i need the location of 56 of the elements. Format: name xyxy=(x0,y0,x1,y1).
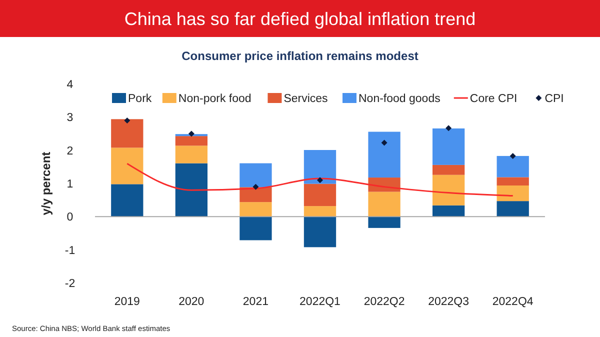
y-tick-label: 2 xyxy=(66,145,74,158)
bar xyxy=(175,163,208,217)
y-tick-label: -1 xyxy=(64,244,76,257)
bar xyxy=(496,156,529,178)
bar xyxy=(496,201,529,217)
bar xyxy=(304,150,336,184)
x-tick-label: 2022Q4 xyxy=(492,296,534,308)
bar xyxy=(240,202,272,217)
bar xyxy=(368,216,400,228)
y-axis-title: y/y percent xyxy=(39,152,53,216)
bar xyxy=(175,136,208,146)
bar xyxy=(111,119,144,148)
x-tick-label: 2022Q1 xyxy=(300,296,340,308)
y-tick-label: 3 xyxy=(66,112,74,124)
point xyxy=(188,130,194,137)
x-tick-label: 2022Q3 xyxy=(428,296,470,308)
bar xyxy=(496,185,529,202)
bar xyxy=(432,174,465,206)
point xyxy=(381,140,388,146)
bar xyxy=(432,205,465,217)
legend-label: Core CPI xyxy=(470,93,518,105)
bar xyxy=(111,184,144,217)
point xyxy=(317,177,323,184)
point xyxy=(124,117,130,124)
point xyxy=(252,184,259,190)
bar xyxy=(240,187,272,202)
point xyxy=(446,125,452,132)
chart-title: China has so far defied global inflation trend xyxy=(124,9,476,29)
bar xyxy=(304,216,336,248)
legend-label: Non-food goods xyxy=(358,93,441,105)
chart-subtitle: Consumer price inflation remains modest xyxy=(182,49,418,63)
y-tick-label: 4 xyxy=(66,79,74,91)
x-tick-label: 2021 xyxy=(242,296,269,308)
bar xyxy=(240,216,272,240)
y-tick-label: 0 xyxy=(66,212,74,224)
bar xyxy=(368,132,400,178)
bar xyxy=(304,184,336,206)
y-tick-label: -2 xyxy=(64,278,76,290)
legend-label: Non-pork food xyxy=(178,93,252,105)
x-tick-label: 2022Q2 xyxy=(364,296,405,308)
legend-label: Services xyxy=(284,93,328,105)
line-series xyxy=(126,162,514,197)
x-tick-label: 2019 xyxy=(114,296,140,308)
bar xyxy=(496,177,529,186)
bar xyxy=(175,146,208,164)
y-tick-label: 1 xyxy=(66,178,74,190)
bar xyxy=(432,128,465,165)
bar xyxy=(432,164,465,175)
legend-label: CPI xyxy=(544,93,564,105)
bar xyxy=(240,163,272,188)
bar xyxy=(304,206,336,217)
bar xyxy=(111,148,144,184)
bar xyxy=(368,192,400,217)
x-tick-label: 2020 xyxy=(178,296,204,308)
legend-label: Pork xyxy=(128,93,152,105)
point xyxy=(510,152,516,159)
